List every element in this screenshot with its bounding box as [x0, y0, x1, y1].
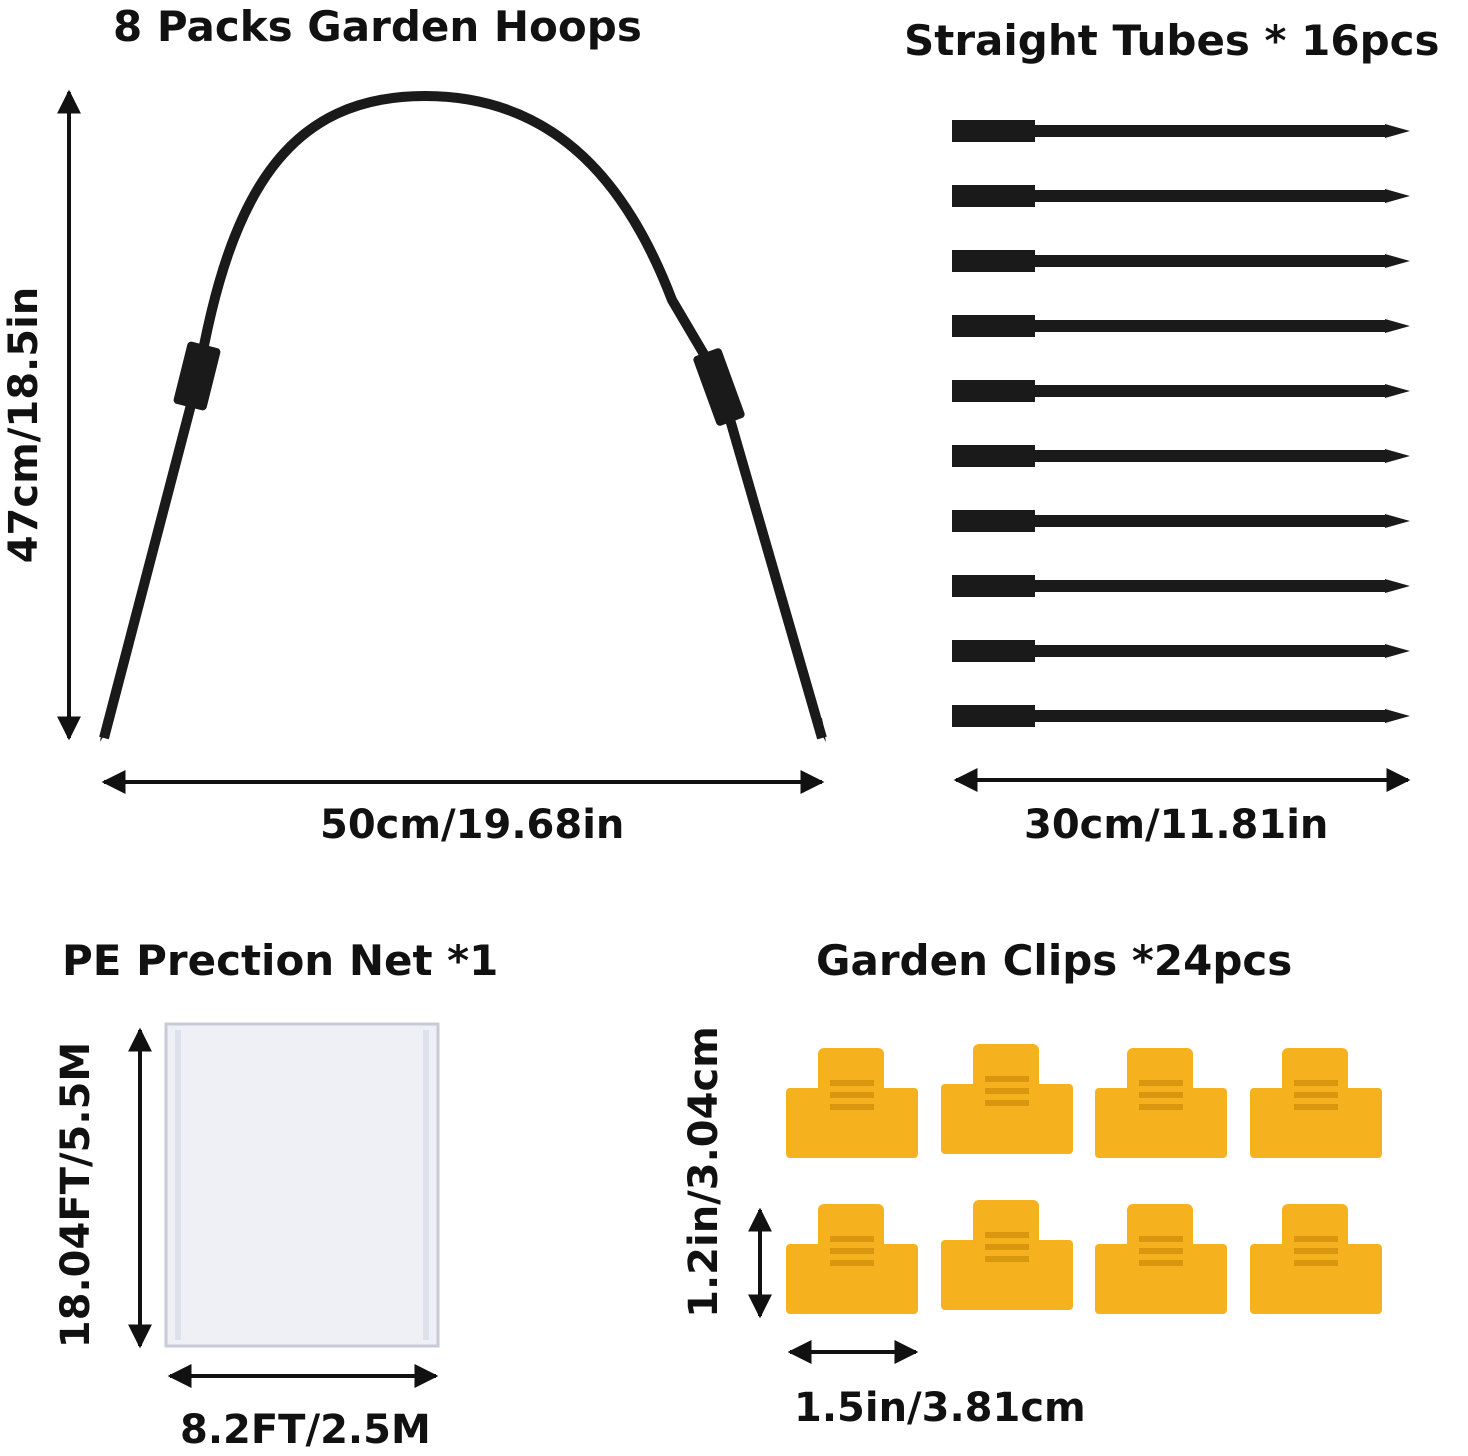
straight-tube [952, 705, 1410, 727]
garden-clip [1095, 1204, 1227, 1314]
net-width-label: 8.2FT/2.5M [180, 1407, 431, 1453]
clips-title: Garden Clips *24pcs [816, 936, 1293, 985]
straight-tube [952, 120, 1410, 142]
straight-tube [952, 315, 1410, 337]
hoops-width-label: 50cm/19.68in [320, 802, 625, 848]
straight-tube [952, 575, 1410, 597]
straight-tube [952, 250, 1410, 272]
straight-tube [952, 640, 1410, 662]
garden-clip [1095, 1048, 1227, 1158]
net-title: PE Prection Net *1 [62, 936, 499, 985]
garden-hoop [99, 91, 827, 742]
straight-tube [952, 380, 1410, 402]
pe-net [164, 1022, 440, 1348]
clips-width-label: 1.5in/3.81cm [794, 1385, 1086, 1431]
garden-clip [941, 1200, 1073, 1310]
garden-clip [786, 1204, 918, 1314]
garden-clip [786, 1048, 918, 1158]
straight-tube [952, 510, 1410, 532]
tubes-length-label: 30cm/11.81in [1024, 802, 1329, 848]
garden-clip [941, 1044, 1073, 1154]
straight-tube [952, 185, 1410, 207]
hoops-title: 8 Packs Garden Hoops [113, 2, 642, 51]
tubes-title: Straight Tubes * 16pcs [904, 16, 1440, 65]
hoop-left-connector [173, 341, 221, 411]
straight-tube [952, 445, 1410, 467]
straight-tube-group [952, 120, 1410, 727]
hoop-right-connector [693, 348, 745, 426]
garden-clip [1250, 1048, 1382, 1158]
garden-clips-group [786, 1044, 1382, 1314]
garden-clip [1250, 1204, 1382, 1314]
